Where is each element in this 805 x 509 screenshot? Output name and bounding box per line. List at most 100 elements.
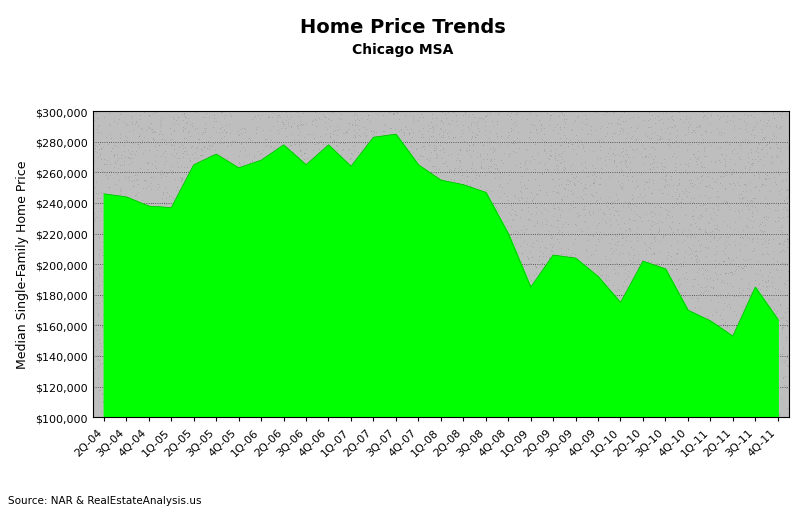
Point: [539, 315, 552, 323]
Point: [151, 147, 164, 155]
Point: [520, 116, 533, 124]
Point: [601, 362, 613, 370]
Point: [737, 168, 749, 177]
Point: [547, 188, 559, 196]
Point: [651, 326, 664, 334]
Point: [130, 318, 142, 326]
Point: [774, 123, 787, 131]
Point: [533, 382, 546, 390]
Point: [262, 204, 275, 212]
Point: [691, 410, 704, 418]
Point: [256, 400, 269, 408]
Point: [498, 263, 511, 271]
Point: [285, 131, 298, 139]
Point: [613, 287, 625, 295]
Point: [187, 172, 200, 180]
Point: [221, 403, 233, 411]
Point: [624, 124, 637, 132]
Point: [716, 168, 729, 177]
Point: [118, 174, 131, 182]
Point: [584, 371, 597, 379]
Point: [303, 389, 316, 398]
Point: [165, 151, 178, 159]
Point: [407, 300, 420, 308]
Point: [640, 351, 653, 359]
Point: [267, 194, 280, 202]
Point: [518, 181, 530, 189]
Point: [264, 318, 277, 326]
Point: [679, 160, 692, 168]
Point: [689, 154, 702, 162]
Point: [431, 315, 444, 323]
Point: [201, 137, 214, 146]
Point: [777, 214, 790, 222]
Point: [367, 392, 380, 401]
Point: [671, 132, 683, 140]
Point: [128, 177, 141, 185]
Point: [131, 177, 144, 185]
Point: [114, 303, 126, 312]
Point: [233, 405, 246, 413]
Point: [93, 299, 106, 307]
Point: [147, 258, 159, 266]
Point: [625, 300, 638, 308]
Point: [185, 220, 198, 228]
Point: [310, 378, 323, 386]
Point: [439, 160, 452, 168]
Point: [501, 325, 514, 333]
Point: [133, 165, 146, 173]
Point: [326, 333, 339, 342]
Point: [537, 270, 550, 278]
Point: [315, 295, 328, 303]
Point: [671, 265, 683, 273]
Point: [362, 217, 375, 225]
Point: [465, 167, 478, 175]
Point: [134, 116, 147, 124]
Point: [448, 166, 460, 174]
Point: [704, 157, 717, 165]
Point: [331, 127, 344, 135]
Point: [363, 391, 376, 400]
Point: [555, 341, 568, 349]
Point: [304, 131, 317, 139]
Point: [646, 348, 658, 356]
Point: [551, 289, 563, 297]
Point: [637, 365, 650, 373]
Point: [551, 188, 563, 196]
Point: [248, 361, 261, 370]
Point: [249, 335, 262, 343]
Point: [606, 318, 619, 326]
Point: [284, 364, 297, 372]
Point: [563, 366, 576, 375]
Point: [209, 118, 222, 126]
Point: [226, 395, 239, 404]
Point: [187, 240, 200, 248]
Point: [440, 300, 453, 308]
Point: [357, 226, 369, 234]
Point: [735, 372, 748, 380]
Point: [459, 187, 472, 195]
Point: [562, 316, 575, 324]
Point: [602, 150, 615, 158]
Point: [293, 183, 306, 191]
Point: [674, 363, 687, 372]
Point: [733, 190, 745, 199]
Point: [273, 331, 286, 340]
Point: [285, 114, 298, 122]
Point: [755, 227, 768, 235]
Point: [472, 118, 485, 126]
Point: [174, 341, 187, 349]
Point: [274, 327, 287, 335]
Point: [398, 208, 411, 216]
Point: [686, 215, 699, 223]
Point: [773, 350, 786, 358]
Point: [597, 383, 609, 391]
Point: [286, 405, 299, 413]
Point: [365, 190, 378, 198]
Point: [487, 352, 500, 360]
Point: [233, 203, 246, 211]
Point: [95, 343, 108, 351]
Point: [609, 241, 621, 249]
Point: [449, 357, 462, 365]
Point: [495, 344, 508, 352]
